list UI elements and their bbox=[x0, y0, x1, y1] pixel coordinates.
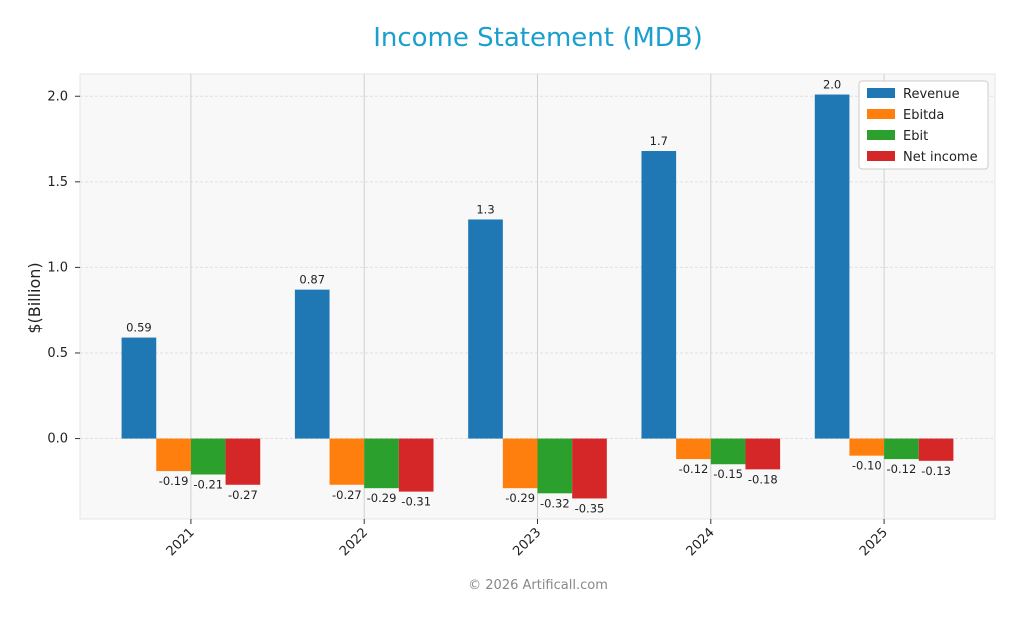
y-tick-label: 1.5 bbox=[47, 175, 68, 190]
data-label: -0.29 bbox=[367, 491, 397, 505]
bar bbox=[710, 438, 746, 465]
data-label: -0.13 bbox=[921, 464, 951, 478]
data-label: -0.35 bbox=[575, 501, 605, 515]
legend-label: Ebit bbox=[903, 129, 928, 144]
y-tick-label: 0.5 bbox=[47, 346, 68, 361]
bar bbox=[225, 438, 261, 485]
footer: © 2026 Artificall.com bbox=[468, 578, 608, 593]
data-label: 0.87 bbox=[299, 273, 325, 287]
legend-label: Revenue bbox=[903, 87, 960, 102]
data-label: 1.7 bbox=[650, 134, 668, 148]
data-label: -0.18 bbox=[748, 472, 778, 486]
data-label: 0.59 bbox=[126, 321, 152, 335]
bar bbox=[884, 438, 919, 460]
x-tick-label: 2023 bbox=[510, 525, 544, 559]
bar bbox=[918, 438, 954, 461]
data-label: -0.29 bbox=[505, 491, 535, 505]
bar bbox=[156, 438, 191, 472]
y-axis-label: $(Billion) bbox=[25, 262, 44, 333]
bar bbox=[364, 438, 399, 489]
bar bbox=[398, 438, 434, 492]
y-tick-label: 2.0 bbox=[47, 89, 68, 104]
legend-label: Net income bbox=[903, 150, 978, 165]
x-tick-label: 2021 bbox=[164, 525, 198, 559]
bar bbox=[190, 438, 226, 475]
legend-box bbox=[858, 80, 989, 170]
data-label: 2.0 bbox=[823, 78, 841, 92]
data-label: -0.12 bbox=[679, 462, 709, 476]
data-label: -0.19 bbox=[159, 474, 189, 488]
bar bbox=[468, 219, 503, 439]
bar bbox=[502, 438, 538, 489]
data-label: -0.31 bbox=[401, 495, 431, 509]
legend-swatch bbox=[867, 88, 895, 98]
bar bbox=[814, 94, 850, 439]
legend-label: Ebitda bbox=[903, 108, 944, 123]
data-label: 1.3 bbox=[476, 202, 494, 216]
data-label: -0.10 bbox=[852, 459, 882, 473]
bar bbox=[537, 438, 573, 494]
data-label: -0.27 bbox=[332, 488, 362, 502]
data-label: -0.21 bbox=[193, 478, 223, 492]
bar bbox=[676, 438, 711, 460]
data-label: -0.15 bbox=[713, 467, 743, 481]
bar bbox=[641, 151, 677, 439]
bar bbox=[745, 438, 781, 470]
x-tick-label: 2024 bbox=[684, 525, 718, 559]
data-label: -0.12 bbox=[887, 462, 917, 476]
legend-swatch bbox=[867, 151, 895, 161]
y-tick-label: 0.0 bbox=[47, 432, 68, 447]
x-tick-label: 2025 bbox=[857, 525, 891, 559]
bar bbox=[572, 438, 607, 499]
data-label: -0.27 bbox=[228, 488, 258, 502]
legend-swatch bbox=[867, 109, 895, 119]
x-tick-label: 2022 bbox=[337, 525, 371, 559]
bar bbox=[849, 438, 885, 456]
bar bbox=[294, 289, 330, 439]
bar bbox=[329, 438, 365, 485]
y-tick-label: 1.0 bbox=[47, 260, 68, 275]
data-label: -0.32 bbox=[540, 496, 570, 510]
chart-title: Income Statement (MDB) bbox=[373, 23, 703, 53]
legend-swatch bbox=[867, 130, 895, 140]
bar bbox=[121, 337, 157, 439]
